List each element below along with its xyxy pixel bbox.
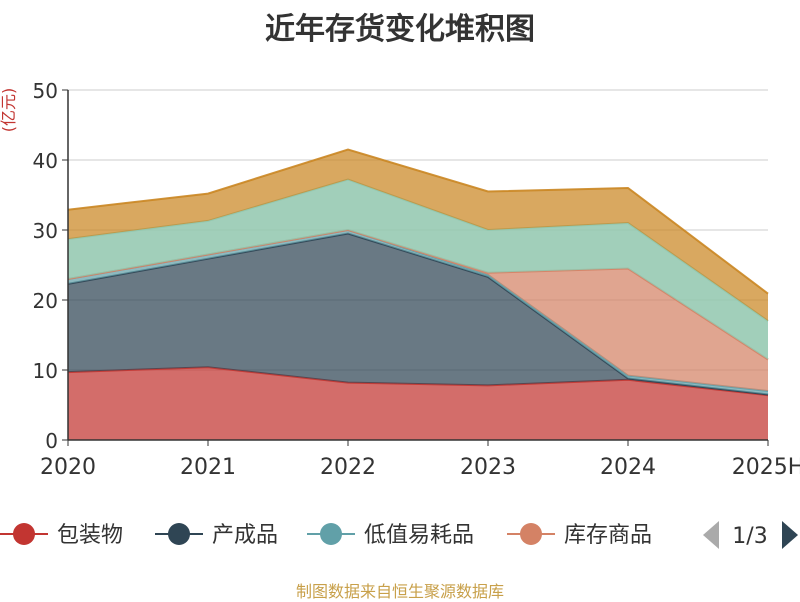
- axes: 0 10 20 30 40 50 (亿元) 2020 2021 2022 2023 2024 2025H: [0, 79, 800, 480]
- y-tick-label: 0: [45, 429, 58, 453]
- legend-label: 库存商品: [564, 523, 652, 548]
- area-series: [67, 148, 769, 440]
- data-source-note: 制图数据来自恒生聚源数据库: [295, 582, 504, 601]
- y-axis-label: (亿元): [0, 88, 18, 133]
- y-tick-label: 40: [33, 149, 58, 173]
- legend-next-page-icon[interactable]: [782, 521, 798, 549]
- x-tick-label: 2022: [320, 455, 376, 480]
- legend-label: 产成品: [212, 523, 278, 548]
- series-line-5: [67, 148, 769, 295]
- legend-marker: [168, 523, 190, 545]
- legend-marker: [13, 523, 35, 545]
- legend: 包装物 产成品 低值易耗品 库存商品 1/3: [0, 521, 798, 549]
- x-tick-label: 2025H: [732, 455, 800, 480]
- x-tick-label: 2024: [600, 455, 656, 480]
- x-tick-label: 2021: [180, 455, 236, 480]
- x-tick-label: 2023: [460, 455, 516, 480]
- area-series-4: [68, 179, 768, 360]
- legend-prev-page-icon[interactable]: [703, 521, 719, 549]
- y-tick-label: 20: [33, 289, 58, 313]
- area-series-1: [68, 233, 768, 396]
- legend-marker: [520, 523, 542, 545]
- y-tick-label: 50: [33, 79, 58, 103]
- y-tick-label: 30: [33, 219, 58, 243]
- x-tick-label: 2020: [40, 455, 96, 480]
- chart-title: 近年存货变化堆积图: [265, 12, 535, 47]
- legend-page-indicator: 1/3: [732, 524, 767, 549]
- legend-marker: [320, 523, 342, 545]
- legend-label: 低值易耗品: [364, 523, 474, 548]
- legend-label: 包装物: [57, 523, 123, 548]
- y-tick-label: 10: [33, 359, 58, 383]
- area-series-0: [68, 367, 768, 440]
- area-series-5: [68, 149, 768, 321]
